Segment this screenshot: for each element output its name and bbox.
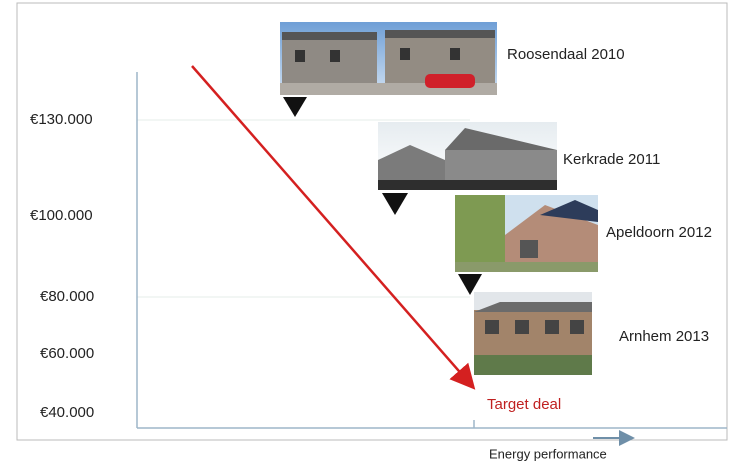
y-label: €100.000 <box>30 207 93 224</box>
photo <box>378 122 557 190</box>
project-label: Apeldoorn 2012 <box>606 224 712 241</box>
pointer <box>283 97 307 117</box>
y-label: €60.000 <box>40 345 94 362</box>
photo <box>280 22 497 95</box>
photo <box>455 195 598 272</box>
pointer <box>458 274 482 295</box>
project-label: Kerkrade 2011 <box>563 151 660 168</box>
y-label: €80.000 <box>40 288 94 305</box>
frame <box>16 2 728 441</box>
photo <box>474 292 592 375</box>
y-label: €130.000 <box>30 111 93 128</box>
y-label: €40.000 <box>40 404 94 421</box>
target-label: Target deal <box>487 396 561 413</box>
project-label: Arnhem 2013 <box>619 328 709 345</box>
project-label: Roosendaal 2010 <box>507 46 625 63</box>
pointer <box>382 193 408 215</box>
trend-arrow <box>191 65 476 390</box>
x-axis-label: Energy performance <box>489 446 607 461</box>
